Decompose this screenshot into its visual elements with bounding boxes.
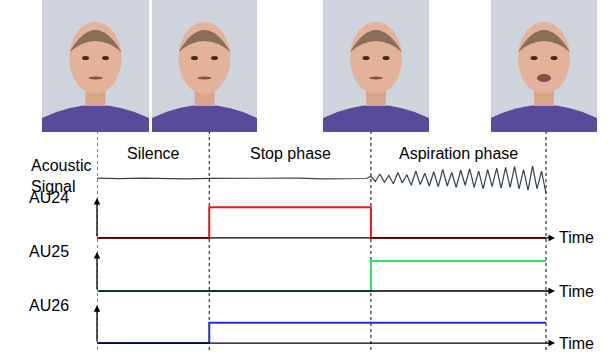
svg-text:AU25: AU25: [29, 243, 69, 260]
svg-text:Time: Time: [559, 283, 594, 300]
svg-text:AU26: AU26: [29, 297, 69, 314]
svg-text:Stop phase: Stop phase: [250, 145, 331, 162]
svg-text:AU24: AU24: [29, 189, 69, 206]
svg-text:Time: Time: [559, 335, 594, 352]
svg-text:Aspiration phase: Aspiration phase: [399, 145, 518, 162]
svg-text:AcousticSignal: AcousticSignal: [31, 157, 91, 195]
svg-text:Silence: Silence: [127, 145, 180, 162]
svg-text:Time: Time: [559, 229, 594, 246]
